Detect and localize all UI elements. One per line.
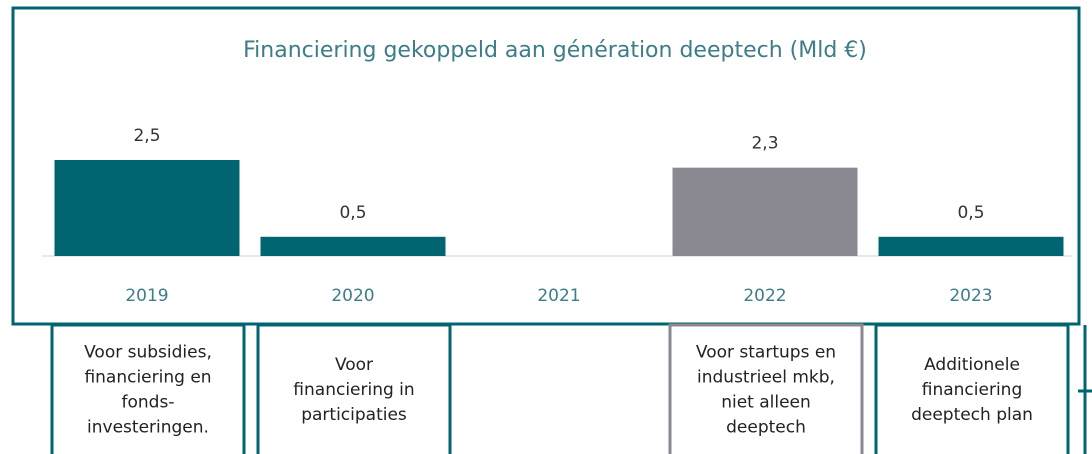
note-text: niet alleen: [721, 393, 811, 413]
note-box: [874, 323, 1070, 454]
note-text: deeptech plan: [911, 405, 1033, 425]
note-text: financiering in: [293, 380, 414, 400]
bar: [672, 167, 858, 256]
chart-frame: [11, 6, 1081, 326]
note-text: Voor subsidies,: [84, 343, 212, 363]
x-tick-label: 2020: [331, 286, 374, 306]
value-label: 2,5: [133, 126, 160, 146]
note-text: fonds-: [122, 393, 175, 413]
bar: [878, 236, 1064, 256]
chart-title: Financiering gekoppeld aan génération de…: [243, 38, 867, 63]
x-tick-label: 2022: [743, 286, 786, 306]
note-box: [50, 323, 246, 454]
note-text: Additionele: [924, 355, 1020, 375]
x-tick-label: 2021: [537, 286, 580, 306]
note-text: financiering en: [84, 368, 211, 388]
bar: [54, 160, 240, 256]
value-label: 2,3: [751, 134, 778, 154]
note-text: industrieel mkb,: [697, 368, 835, 388]
note-text: financiering: [922, 380, 1022, 400]
note-box: [256, 323, 452, 454]
note-text: investeringen.: [87, 418, 209, 438]
note-text: deeptech: [726, 418, 806, 438]
x-tick-label: 2019: [125, 286, 168, 306]
note-text: participaties: [301, 405, 407, 425]
note-box: [668, 323, 864, 454]
note-text: Voor: [335, 355, 373, 375]
x-tick-label: 2023: [949, 286, 992, 306]
value-label: 0,5: [957, 203, 984, 223]
note-text: Voor startups en: [696, 343, 836, 363]
value-label: 0,5: [339, 203, 366, 223]
bar: [260, 236, 446, 256]
